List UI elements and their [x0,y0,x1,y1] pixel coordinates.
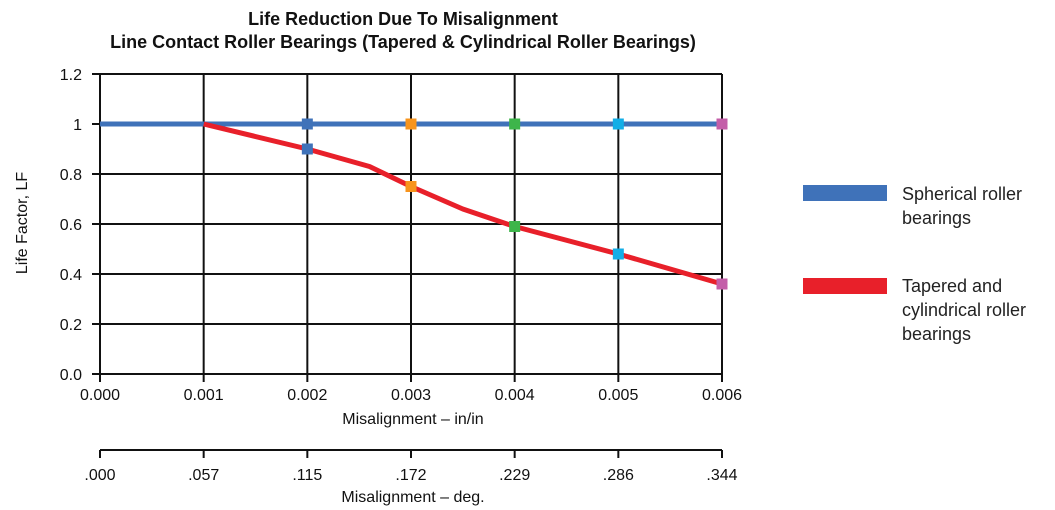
series-markers [301,118,728,290]
secondary-x-tick-label: .115 [292,467,322,484]
legend-label-spherical: Spherical roller bearings [902,184,1027,228]
data-marker-spherical [301,118,313,130]
legend-label-spherical-line1: Spherical roller [902,184,1022,204]
secondary-x-axis-label: Misalignment – deg. [341,489,484,506]
x-tick-label: 0.005 [598,387,638,404]
data-marker-spherical [612,118,624,130]
x-tick-labels: 0.000 0.001 0.002 0.003 0.004 0.005 0.006 [80,387,742,404]
x-tick-label: 0.001 [184,387,224,404]
legend-label-spherical-line2: bearings [902,208,971,228]
y-tick-label: 0.6 [60,217,82,234]
data-marker-tapered [301,143,313,155]
secondary-x-tick-label: .344 [706,467,737,484]
secondary-x-axis: .000 .057 .115 .172 .229 .286 .344 [84,449,738,484]
y-tick-labels: 0.0 0.2 0.4 0.6 0.8 1 1.2 [60,67,82,384]
data-marker-spherical [509,118,521,130]
x-axis-label: Misalignment – in/in [342,411,483,428]
x-tick-label: 0.006 [702,387,742,404]
secondary-x-tick-label: .000 [84,467,115,484]
y-tick-label: 1.2 [60,67,82,84]
y-tick-label: 0.0 [60,367,82,384]
data-marker-tapered [716,278,728,290]
data-marker-spherical [716,118,728,130]
series-line-tapered [203,121,723,287]
secondary-x-tick-label: .172 [395,467,426,484]
legend-label-tapered: Tapered and cylindrical roller bearings [902,276,1031,344]
y-tick-label: 1 [73,117,82,134]
legend-swatch-spherical [803,185,887,201]
legend-label-tapered-line2: cylindrical roller [902,300,1026,320]
chart-subtitle: Line Contact Roller Bearings (Tapered & … [110,32,696,52]
legend-swatch-tapered [803,278,887,294]
y-tick-label: 0.2 [60,317,82,334]
data-marker-spherical [405,118,417,130]
y-tick-label: 0.4 [60,267,82,284]
x-tick-label: 0.000 [80,387,120,404]
y-axis-label: Life Factor, LF [14,172,31,274]
x-tick-label: 0.004 [495,387,535,404]
secondary-x-tick-label: .229 [499,467,530,484]
secondary-x-tick-label: .057 [188,467,219,484]
x-tick-label: 0.002 [287,387,327,404]
legend: Spherical roller bearings Tapered and cy… [803,184,1031,344]
data-marker-tapered [509,221,521,232]
secondary-x-tick-label: .286 [603,467,634,484]
legend-label-tapered-line3: bearings [902,324,971,344]
legend-label-tapered-line1: Tapered and [902,276,1002,296]
y-tick-label: 0.8 [60,167,82,184]
chart-title: Life Reduction Due To Misalignment [248,9,558,29]
x-tick-label: 0.003 [391,387,431,404]
data-marker-tapered [405,181,417,192]
data-marker-tapered [612,248,624,260]
